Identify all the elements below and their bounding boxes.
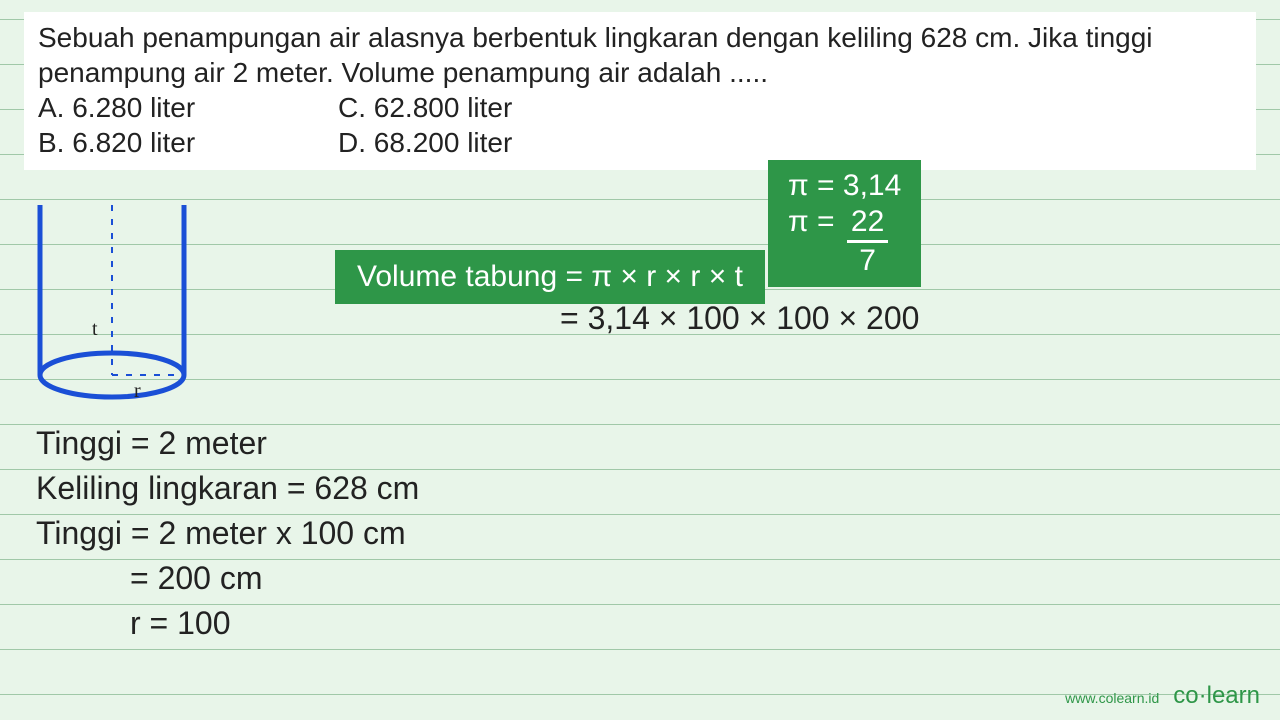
work-line-3: Tinggi = 2 meter x 100 cm [36, 515, 406, 552]
volume-formula-text: Volume tabung = π × r × r × t [357, 260, 743, 293]
options-row: A. 6.280 liter B. 6.820 liter C. 62.800 … [38, 90, 1242, 160]
question-box: Sebuah penampungan air alasnya berbentuk… [24, 12, 1256, 170]
cylinder-t-label: t [92, 318, 98, 340]
footer: www.colearn.id co·learn [1065, 682, 1260, 710]
option-d: D. 68.200 liter [338, 125, 638, 160]
option-b: B. 6.820 liter [38, 125, 338, 160]
cylinder-diagram: t r [30, 195, 195, 405]
cylinder-r-label: r [134, 380, 141, 402]
pi-decimal: π = 3,14 [788, 168, 901, 204]
pi-frac-den: 7 [847, 243, 888, 279]
footer-url: www.colearn.id [1065, 690, 1159, 706]
pi-frac-num: 22 [847, 204, 888, 243]
calc-substitution: = 3,14 × 100 × 100 × 200 [560, 300, 919, 337]
pi-values-box: π = 3,14 π = 22 7 [768, 160, 921, 287]
pi-fraction: π = 22 7 [788, 204, 901, 279]
work-line-1: Tinggi = 2 meter [36, 425, 267, 462]
footer-brand: co·learn [1173, 682, 1260, 710]
work-line-4: = 200 cm [130, 560, 263, 597]
work-line-5: r = 100 [130, 605, 231, 642]
question-text: Sebuah penampungan air alasnya berbentuk… [38, 20, 1242, 90]
option-c: C. 62.800 liter [338, 90, 638, 125]
work-line-2: Keliling lingkaran = 628 cm [36, 470, 419, 507]
pi-frac-label: π = [788, 205, 835, 238]
volume-formula-box: Volume tabung = π × r × r × t [335, 250, 765, 304]
option-a: A. 6.280 liter [38, 90, 338, 125]
